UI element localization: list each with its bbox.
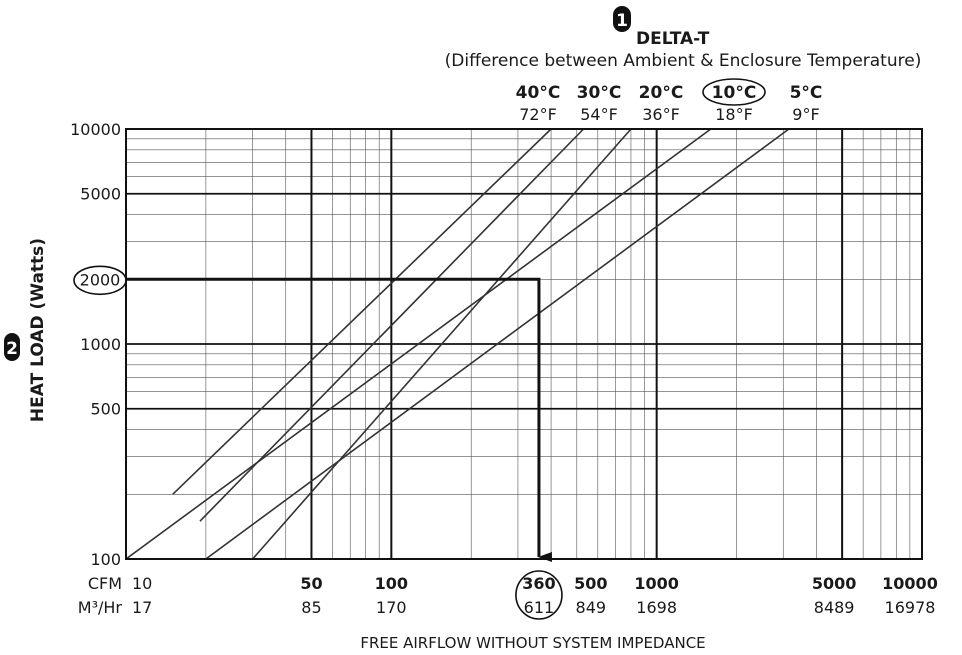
delta-t-label-fahrenheit: 9°F bbox=[792, 105, 819, 124]
y-tick-label: 1000 bbox=[80, 335, 121, 354]
y-tick-labels: 10000 5000 2000 1000 500 100 bbox=[70, 120, 127, 569]
x-row-label-cfm: CFM bbox=[88, 574, 122, 593]
step-1-marker bbox=[613, 6, 631, 32]
x-tick-label-cfm: 10000 bbox=[882, 574, 938, 593]
x-tick-label-cfm: 360 bbox=[522, 574, 555, 593]
y-tick-label: 10000 bbox=[70, 120, 121, 139]
y-tick-label: 5000 bbox=[80, 185, 121, 204]
delta-t-line-40°C bbox=[172, 128, 552, 495]
y-tick-label: 100 bbox=[90, 550, 121, 569]
delta-t-label-celsius: 10°C bbox=[712, 83, 757, 103]
x-tick-label-m3hr: 170 bbox=[376, 598, 407, 617]
x-tick-label-cfm: 50 bbox=[300, 574, 322, 593]
delta-t-line-5°C bbox=[205, 128, 790, 560]
x-tick-label-m3hr: 849 bbox=[576, 598, 607, 617]
step-2-marker bbox=[4, 333, 20, 361]
delta-t-label-fahrenheit: 18°F bbox=[715, 105, 753, 124]
y-tick-label: 2000 bbox=[80, 270, 121, 289]
x-tick-labels: 10 17 50 85 100 170 360 611 500 849 1000 1698 5000 84… bbox=[78, 570, 938, 620]
delta-t-line-20°C bbox=[251, 128, 632, 560]
plot-frame bbox=[125, 128, 923, 560]
delta-t-line-30°C bbox=[199, 128, 585, 522]
x-tick-label-cfm: 100 bbox=[375, 574, 408, 593]
x-row-label-m3hr: M³/Hr bbox=[78, 598, 123, 617]
x-tick-label-cfm: 1000 bbox=[634, 574, 679, 593]
x-tick-highlight-circle bbox=[515, 570, 563, 620]
delta-t-lines bbox=[125, 128, 790, 560]
y-tick-label: 500 bbox=[90, 400, 121, 419]
delta-t-label-celsius: 30°C bbox=[577, 83, 622, 103]
delta-t-line-10°C bbox=[125, 128, 712, 560]
delta-t-labels: 40°C 72°F 30°C 54°F 20°C 36°F 10°C 18°F 5°C 9°F bbox=[516, 78, 823, 124]
example-arrow bbox=[126, 277, 552, 562]
delta-t-highlight-circle bbox=[702, 78, 766, 106]
step-2-number: 2 bbox=[6, 339, 18, 359]
delta-t-label-celsius: 40°C bbox=[516, 83, 561, 103]
delta-t-label-celsius: 5°C bbox=[790, 83, 823, 103]
delta-t-label-fahrenheit: 72°F bbox=[519, 105, 557, 124]
x-tick-label-m3hr: 611 bbox=[524, 598, 555, 617]
step-1-number: 1 bbox=[616, 11, 628, 31]
delta-t-label-celsius: 20°C bbox=[639, 83, 684, 103]
x-tick-label-m3hr: 1698 bbox=[636, 598, 677, 617]
x-tick-label-m3hr: 17 bbox=[132, 598, 152, 617]
x-tick-label-m3hr: 85 bbox=[301, 598, 321, 617]
x-tick-label-cfm: 5000 bbox=[812, 574, 857, 593]
chart-subtitle: (Difference between Ambient & Enclosure … bbox=[445, 51, 922, 71]
example-path bbox=[126, 277, 552, 562]
x-tick-label-m3hr: 16978 bbox=[885, 598, 936, 617]
x-tick-label-cfm: 10 bbox=[132, 574, 152, 593]
delta-t-label-fahrenheit: 54°F bbox=[580, 105, 618, 124]
x-tick-label-cfm: 500 bbox=[574, 574, 607, 593]
delta-t-label-fahrenheit: 36°F bbox=[642, 105, 680, 124]
chart-title: DELTA-T bbox=[636, 29, 710, 49]
y-axis-title: HEAT LOAD (Watts) bbox=[28, 238, 48, 422]
x-tick-label-m3hr: 8489 bbox=[814, 598, 855, 617]
major-grid bbox=[126, 129, 922, 559]
x-axis-title: FREE AIRFLOW WITHOUT SYSTEM IMPEDANCE bbox=[360, 634, 705, 652]
